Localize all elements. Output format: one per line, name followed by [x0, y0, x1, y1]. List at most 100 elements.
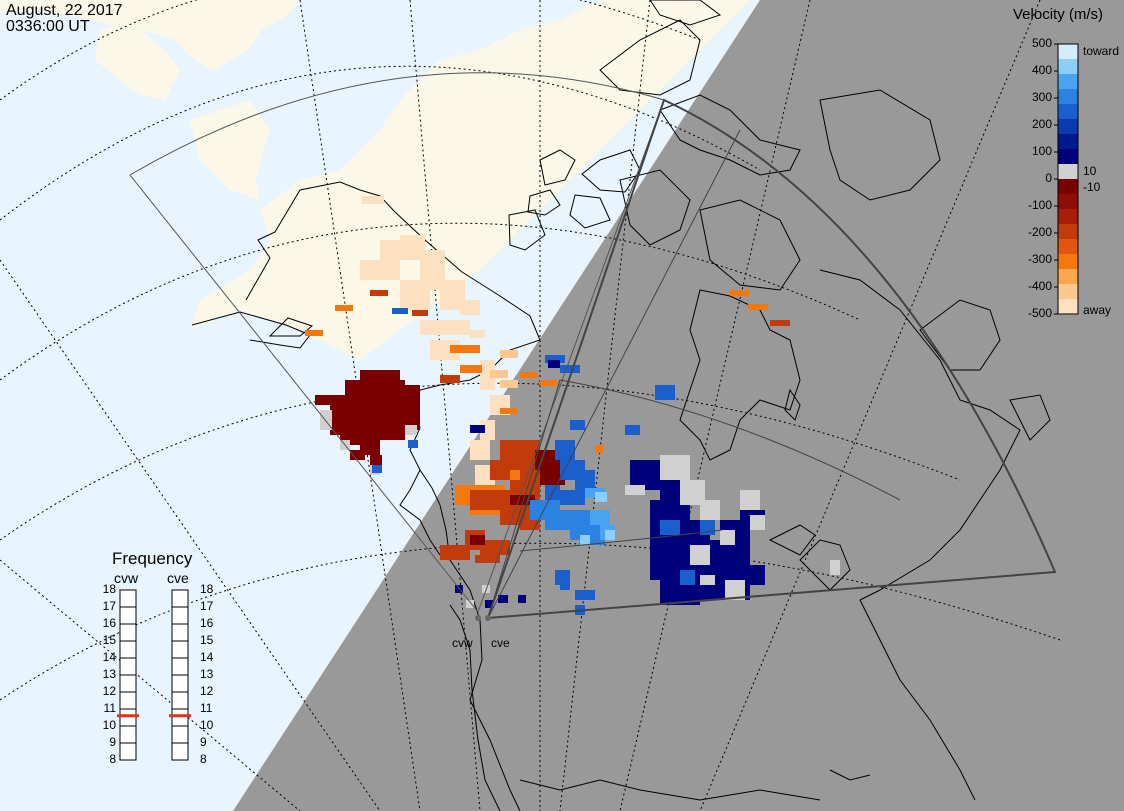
velocity-cell — [460, 300, 480, 315]
velocity-cell — [700, 500, 720, 520]
velocity-cell — [750, 515, 765, 530]
velocity-cell — [460, 365, 482, 373]
velocity-cell — [660, 455, 690, 480]
velocity-cell — [625, 425, 640, 435]
frequency-scale-label-left: 17 — [102, 599, 116, 613]
velocity-cell — [315, 395, 330, 405]
radar-label-east: cve — [491, 636, 510, 650]
velocity-cell — [455, 585, 463, 593]
frequency-scale-label-left: 9 — [109, 735, 116, 749]
frequency-scale-label-right: 13 — [200, 667, 214, 681]
velocity-cell — [575, 470, 595, 490]
velocity-cell — [305, 330, 323, 336]
colorbar-tick-label: 500 — [1031, 36, 1052, 50]
velocity-cell — [498, 595, 508, 603]
colorbar-segment — [1058, 74, 1078, 90]
velocity-cell — [720, 530, 735, 545]
velocity-cell — [605, 530, 615, 540]
colorbar-tick-label: 300 — [1031, 90, 1052, 104]
colorbar-tick-label: 100 — [1031, 144, 1052, 158]
velocity-cell — [595, 445, 603, 453]
velocity-cell — [505, 470, 525, 480]
colorbar-segment — [1058, 284, 1078, 300]
velocity-cell — [500, 380, 518, 388]
frequency-scale-label-right: 8 — [200, 752, 207, 766]
night-shading — [233, 0, 1124, 811]
velocity-cell — [400, 235, 425, 255]
colorbar-tick-label: 0 — [1045, 171, 1052, 185]
velocity-cell — [595, 492, 607, 502]
velocity-cell — [440, 375, 460, 383]
frequency-title: Frequency — [112, 549, 193, 568]
colorbar-segment — [1058, 179, 1078, 195]
velocity-cell — [490, 370, 508, 378]
colorbar-segment — [1058, 269, 1078, 285]
frequency-scale-label-right: 16 — [200, 616, 214, 630]
colorbar-segment — [1058, 59, 1078, 75]
fov-east — [486, 98, 1057, 620]
colorbar-tick-label: -500 — [1027, 306, 1052, 320]
velocity-cell — [412, 310, 428, 316]
colorbar-segment — [1058, 44, 1078, 60]
frequency-scale-label-left: 11 — [103, 701, 116, 715]
velocity-cell — [370, 455, 382, 465]
velocity-cell — [470, 425, 485, 433]
velocity-cell — [440, 545, 470, 560]
colorbar-toward-label: toward — [1083, 44, 1120, 58]
velocity-cell — [700, 575, 715, 585]
frequency-scale-label-left: 12 — [102, 684, 116, 698]
velocity-cell — [540, 380, 558, 386]
velocity-cell — [690, 545, 710, 565]
velocity-cell — [770, 320, 790, 326]
frequency-scale-label-left: 13 — [102, 667, 116, 681]
frequency-scale-label-right: 9 — [200, 735, 207, 749]
velocity-cell — [475, 555, 500, 563]
colorbar-segment — [1058, 89, 1078, 105]
colorbar-segment — [1058, 254, 1078, 270]
velocity-cell — [748, 304, 768, 310]
colorbar-segment — [1058, 239, 1078, 255]
frequency-panel — [117, 589, 191, 761]
colorbar-away-label: away — [1083, 303, 1112, 317]
velocity-cell — [350, 450, 365, 460]
colorbar-inner-tick-neg: -10 — [1083, 180, 1101, 194]
colorbar-segment — [1058, 104, 1078, 120]
velocity-cell — [740, 490, 760, 510]
colorbar-inner-tick-pos: 10 — [1083, 164, 1097, 178]
colorbar-segment — [1058, 209, 1078, 225]
radar-label-west: cvw — [452, 636, 473, 650]
velocity-cell — [545, 520, 565, 530]
frequency-scale-label-left: 18 — [102, 582, 116, 596]
frequency-scale-label-right: 18 — [200, 582, 214, 596]
velocity-cell — [408, 440, 418, 448]
velocity-cell — [510, 495, 535, 505]
velocity-cell — [470, 330, 485, 338]
frequency-scale-label-right: 12 — [200, 684, 214, 698]
colorbar-title: Velocity (m/s) — [1013, 6, 1104, 23]
frequency-scale-label-left: 10 — [102, 718, 116, 732]
time-label: 0336:00 UT — [6, 18, 90, 35]
colorbar-tick-label: 200 — [1031, 117, 1052, 131]
velocity-cell — [335, 305, 353, 311]
colorbar-tick-label: -200 — [1027, 225, 1052, 239]
fov-west — [129, 72, 665, 614]
velocity-cell — [360, 260, 400, 280]
colorbar-segment — [1058, 119, 1078, 135]
velocity-cell — [580, 535, 590, 545]
velocity-cell — [480, 360, 495, 390]
frequency-scale-label-right: 10 — [200, 718, 214, 732]
velocity-cell — [466, 600, 474, 608]
velocity-cell — [500, 408, 518, 414]
radar-site-west-marker — [475, 615, 481, 621]
velocity-cell — [555, 440, 575, 460]
velocity-cell — [405, 425, 417, 435]
velocity-cell — [560, 580, 570, 590]
colorbar-segment — [1058, 134, 1078, 150]
velocity-cell — [400, 280, 430, 310]
velocity-cell — [590, 510, 610, 525]
velocity-cell — [575, 590, 595, 600]
velocity-cell — [655, 385, 675, 400]
colorbar-segment — [1058, 194, 1078, 210]
